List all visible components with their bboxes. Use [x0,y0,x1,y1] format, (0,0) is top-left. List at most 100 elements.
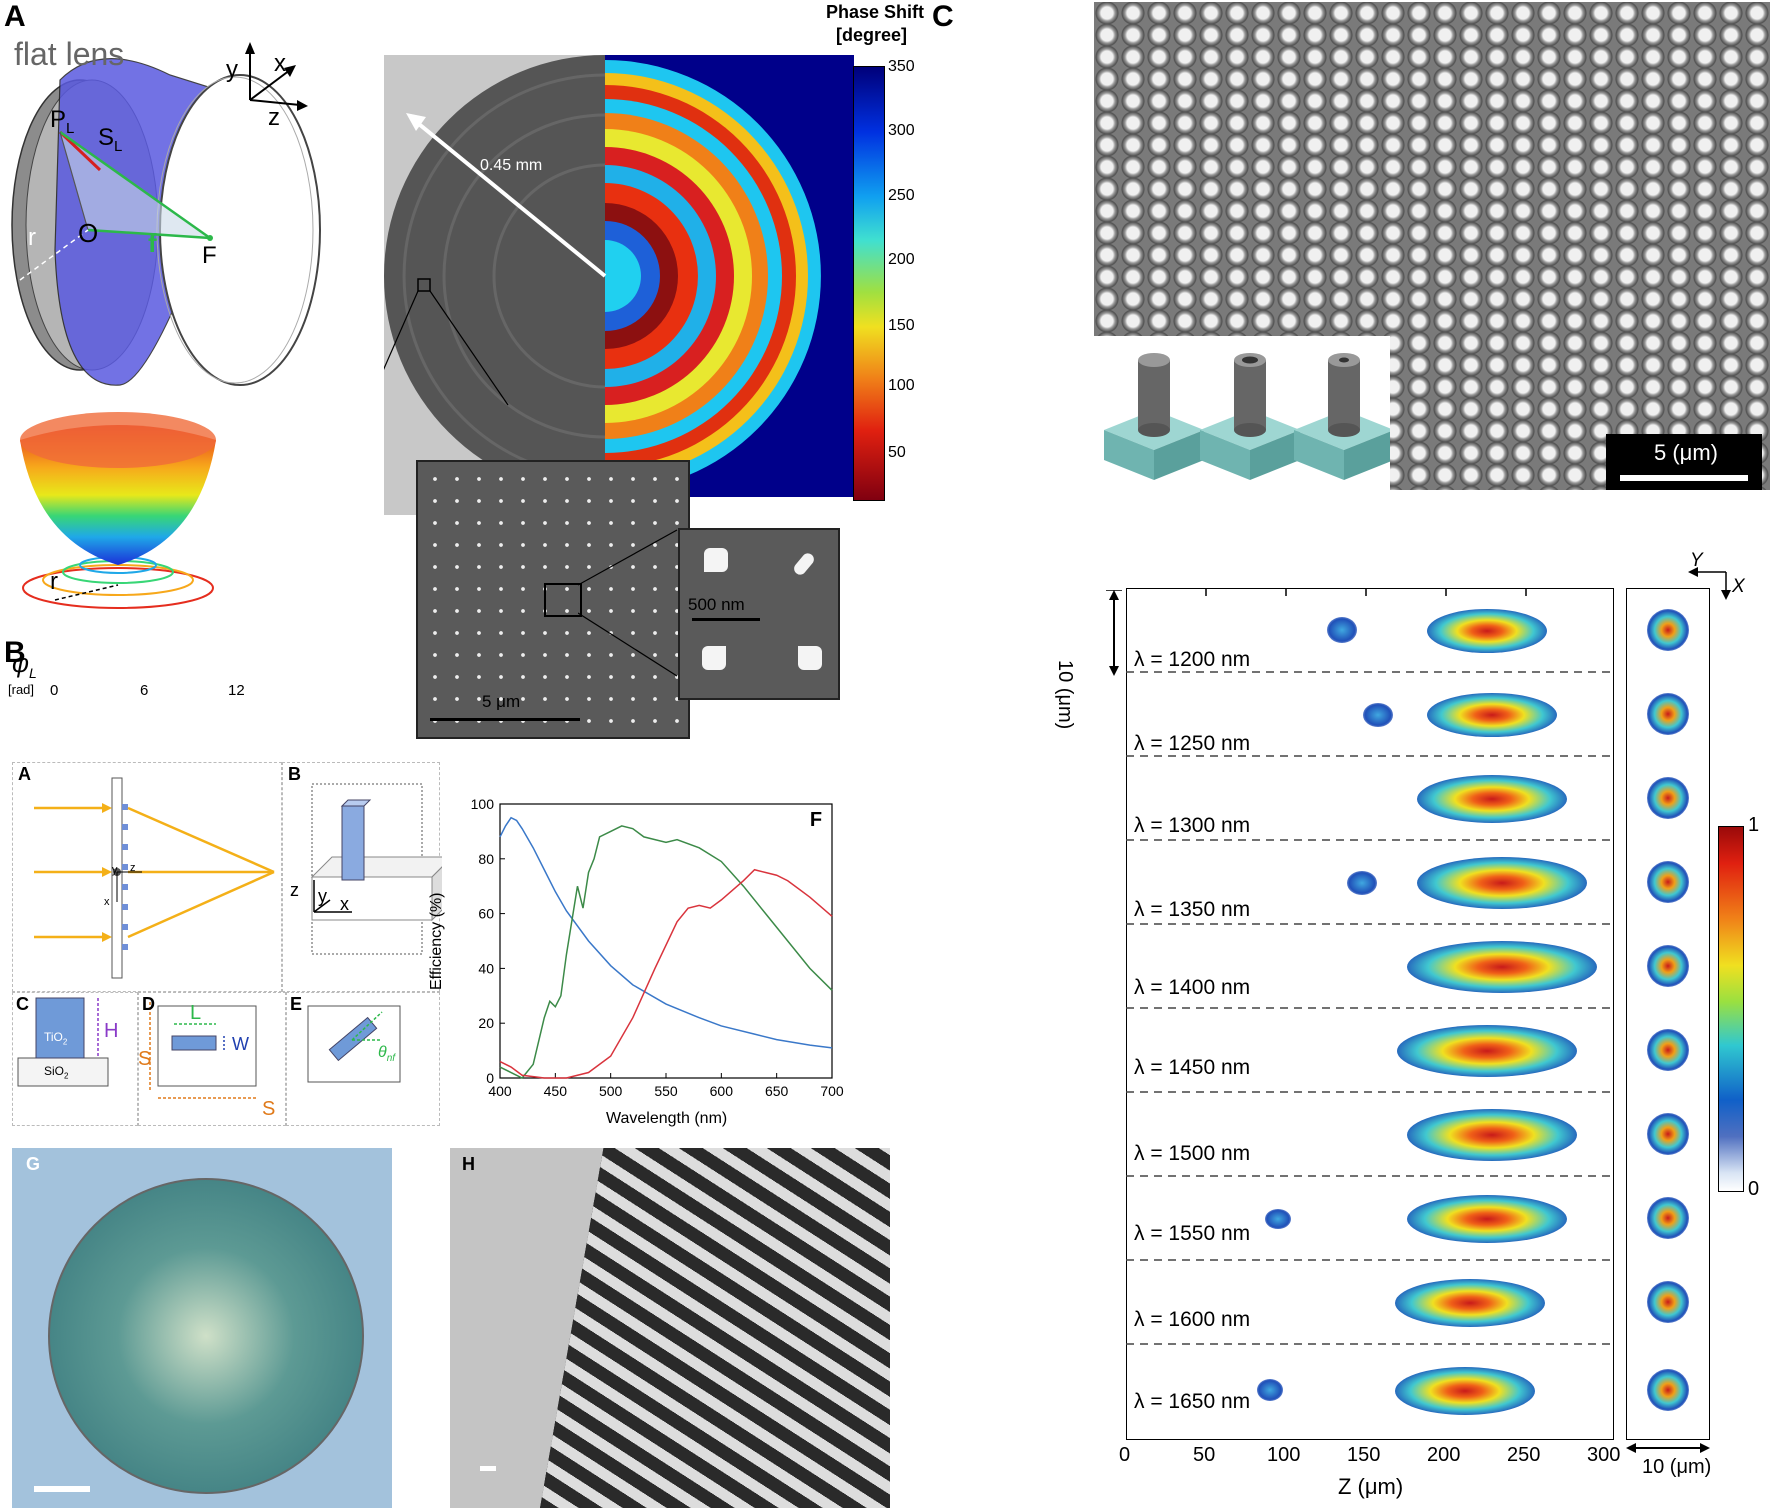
efficiency-chart: 400 450 500 550 600 650 700 0 20 40 60 80 100 F [471,796,844,1099]
wavelength-label: λ = 1450 nm [1134,1056,1251,1079]
row-separators [1126,588,1612,1345]
focal-row [1127,1345,1613,1439]
focal-row [1127,589,1613,673]
theta-label: θnf [378,1044,396,1065]
inset-axis-y: Y [1690,550,1703,571]
focal-row [1127,925,1613,1009]
wavelength-label: λ = 1600 nm [1134,1308,1251,1331]
metalens-schematics [17,777,442,1099]
x-tick-label: 550 [654,1083,678,1099]
tio2-label: TiO2 [44,1030,68,1047]
width-label: W [232,1034,249,1054]
subpanel-d-box [138,992,286,1126]
inset-scale-arrow [1626,1443,1710,1453]
inset-axis-x: X [1732,576,1745,597]
wavelength-label: λ = 1300 nm [1134,814,1251,837]
cell-axis-x: x [340,894,349,914]
z-tick: 150 [1347,1444,1381,1466]
focal-row [1127,841,1613,925]
sio2-label: SiO2 [44,1064,69,1081]
colorbar-tick-250: 250 [888,187,915,204]
subpanel-a-box [12,762,282,992]
period-label-h: S [262,1098,276,1120]
series-line-green [499,825,833,1079]
nanofin-array [532,1148,890,1508]
nanostructure-shape [791,550,817,578]
focal-spot [1647,777,1689,819]
flat-lens-diagram [11,42,321,609]
sem-image-h [450,1148,890,1508]
sub-label-h: H [462,1154,475,1174]
focal-spot [1647,1029,1689,1071]
wavelength-label: λ = 1650 nm [1134,1390,1251,1413]
phase-tick-0: 0 [50,682,59,699]
scale-5um-label: 5 μm [482,692,521,711]
focal-length-label: f [148,228,157,258]
colorbar-tick-100: 100 [888,377,915,394]
x-tick-label: 450 [544,1083,568,1099]
wavelength-label: λ = 1500 nm [1134,1142,1251,1165]
phase-tick-12: 12 [228,682,245,699]
z-axis-label: Z (μm) [1338,1474,1404,1499]
y-tick-label: 80 [478,851,494,867]
nanostructure-shape [704,548,728,572]
z-tick: 200 [1427,1444,1461,1466]
x-tick-label: 500 [599,1083,623,1099]
height-label: H [104,1020,119,1042]
z-tick: 0 [1119,1444,1131,1466]
period-label-v: S [138,1048,152,1070]
length-label: L [190,1002,202,1024]
phase-colorbar [853,66,885,501]
phase-symbol: φL [12,648,37,682]
radius-label-bowl: r [50,568,58,595]
scale-500nm-label: 500 nm [688,595,745,614]
point-s-label: SL [98,124,123,155]
wavelength-label: λ = 1550 nm [1134,1222,1251,1245]
series-line-blue [499,816,833,1049]
cell-axis-z: z [290,880,299,900]
axis-x-label: x [274,50,286,77]
z-tick: 250 [1507,1444,1541,1466]
sub-label-c: C [16,994,29,1014]
sem-zoom-inset [416,460,690,739]
focal-spot [1647,945,1689,987]
colorbar-title-1: Phase Shift [826,2,925,22]
intensity-colorbar [1718,826,1744,1192]
flat-lens-label: flat lens [14,36,125,72]
wavelength-label: λ = 1350 nm [1134,898,1251,921]
inset-axes [1688,567,1731,600]
photo-scale-bar [34,1486,90,1492]
nanostructure-shape [702,646,726,670]
sub-label-d: D [142,994,155,1014]
wavelength-label: λ = 1400 nm [1134,976,1251,999]
colorbar-tick-200: 200 [888,251,915,268]
focal-row [1127,1177,1613,1261]
scale-bar-500nm [692,618,760,621]
pillar-schematics [1104,353,1390,480]
x-tick-label: 600 [710,1083,734,1099]
chart-y-label: Efficiency (%) [428,892,445,990]
z-tick: 100 [1267,1444,1301,1466]
point-f-label: F [202,242,217,269]
subpanel-e-box [286,992,440,1126]
panel-label-c: C [932,0,954,33]
zoom-lines [578,529,678,677]
metalens-photo-g [12,1148,392,1508]
focal-row [1127,673,1613,757]
focal-spot [1647,693,1689,735]
transverse-inset-column [1626,588,1710,1440]
phase-unit: [rad] [8,682,35,697]
focal-spot [1647,861,1689,903]
z-tick: 50 [1193,1444,1216,1466]
y-tick-label: 20 [478,1015,494,1031]
chart-x-label: Wavelength (nm) [606,1110,728,1127]
schematic-axis-y: y [112,864,118,876]
axis-y-label: y [226,56,238,83]
focal-spot [1647,609,1689,651]
sem-scale-bar [1620,475,1748,481]
phase-map [384,55,854,497]
intensity-max: 1 [1748,814,1760,836]
series-line-red [499,868,833,1079]
wavelength-label: λ = 1200 nm [1134,648,1251,671]
focal-spot [1647,1369,1689,1411]
